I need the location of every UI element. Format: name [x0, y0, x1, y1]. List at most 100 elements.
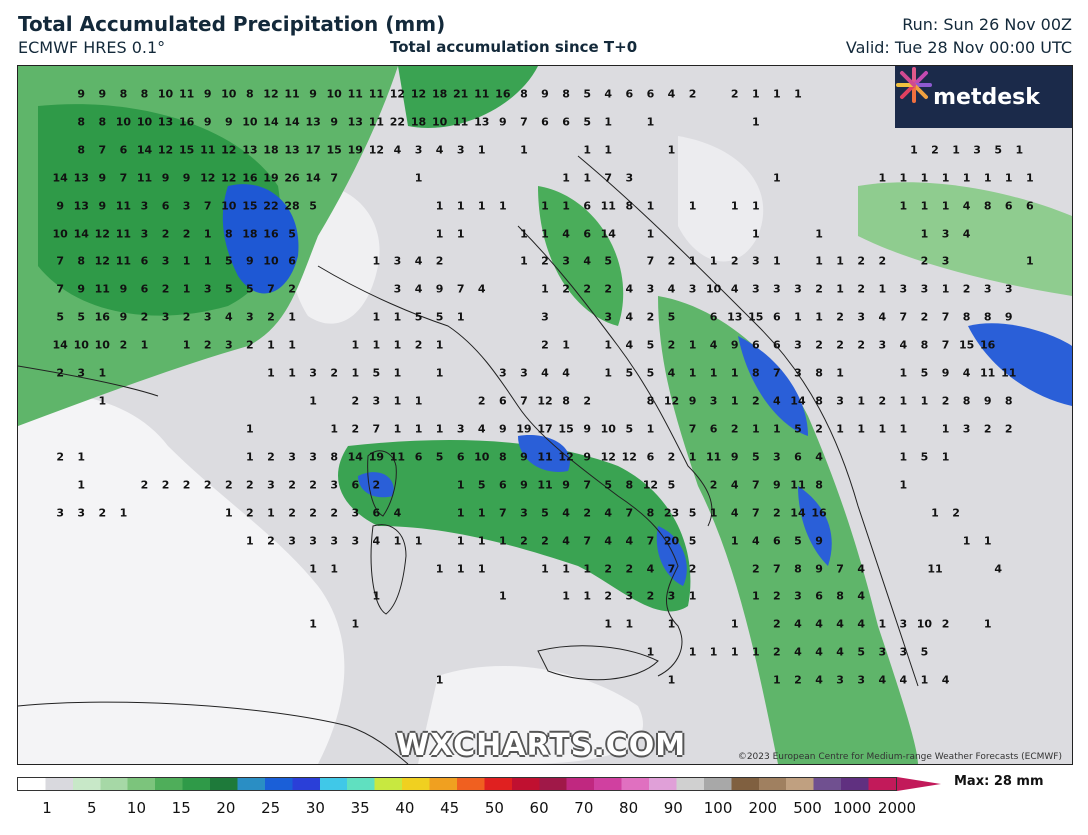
- precip-value: 4: [857, 562, 866, 576]
- precip-value: 11: [94, 282, 110, 296]
- precip-value: 9: [688, 394, 697, 408]
- precip-value: 10: [157, 87, 174, 101]
- precip-value: 2: [288, 506, 296, 520]
- precip-value: 3: [751, 254, 760, 268]
- precip-value: 12: [200, 171, 216, 185]
- precip-value: 2: [541, 254, 549, 268]
- precip-value: 1: [288, 366, 296, 380]
- precip-value: 1: [246, 422, 254, 436]
- precip-value: 1: [520, 143, 528, 157]
- precip-value: 1: [730, 366, 739, 380]
- precip-value: 1: [730, 534, 739, 548]
- precip-value: 1: [773, 254, 781, 268]
- precip-value: 2: [751, 394, 760, 408]
- precip-value: 1: [646, 422, 655, 436]
- precip-value: 1: [899, 478, 908, 492]
- precip-value: 1: [815, 254, 823, 268]
- precip-value: 16: [495, 87, 511, 101]
- precip-value: 1: [899, 366, 908, 380]
- precip-value: 2: [330, 366, 339, 380]
- precip-value: 12: [368, 143, 385, 157]
- precip-value: 2: [983, 422, 992, 436]
- precip-value: 5: [625, 422, 634, 436]
- precip-value: 1: [288, 338, 296, 352]
- rain-core-north-west: [38, 104, 281, 316]
- precip-value: 6: [119, 143, 128, 157]
- precip-value: 6: [583, 227, 591, 241]
- precip-value: 6: [562, 115, 570, 129]
- legend-tick-label: 30: [305, 799, 325, 817]
- precip-value: 6: [625, 87, 634, 101]
- precip-value: 2: [857, 282, 866, 296]
- precip-value: 3: [604, 310, 613, 324]
- precip-value: 12: [621, 450, 637, 464]
- precip-value: 2: [688, 87, 697, 101]
- precip-value: 1: [435, 338, 444, 352]
- precip-value: 6: [372, 506, 381, 520]
- precip-value: 9: [98, 199, 107, 213]
- precip-value: 21: [453, 87, 469, 101]
- precip-value: 1: [625, 617, 634, 631]
- precip-value: 8: [836, 589, 844, 603]
- precip-value: 1: [456, 562, 465, 576]
- precip-value: 2: [878, 254, 887, 268]
- precip-value: 6: [773, 338, 781, 352]
- precip-value: 2: [646, 589, 655, 603]
- precip-value: 3: [920, 282, 929, 296]
- precip-value: 6: [646, 450, 655, 464]
- legend-tick-label: 5: [86, 799, 97, 817]
- precip-value: 7: [751, 478, 760, 492]
- precip-value: 7: [941, 310, 950, 324]
- precip-value: 5: [688, 506, 697, 520]
- precip-value: 15: [958, 338, 975, 352]
- precip-value: 1: [372, 254, 381, 268]
- precip-value: 1: [246, 534, 254, 548]
- precip-value: 7: [499, 506, 507, 520]
- precip-value: 7: [330, 171, 339, 185]
- precip-value: 9: [435, 282, 444, 296]
- precip-value: 5: [583, 87, 591, 101]
- precip-value: 7: [773, 366, 781, 380]
- precip-value: 2: [941, 394, 950, 408]
- precip-value: 1: [920, 394, 929, 408]
- precip-value: 9: [309, 87, 317, 101]
- precip-value: 5: [604, 478, 613, 492]
- precip-value: 13: [474, 115, 490, 129]
- precip-value: 1: [878, 171, 887, 185]
- precip-value: 2: [246, 506, 254, 520]
- legend-tick-label: 2000: [877, 799, 917, 817]
- precip-value: 1: [709, 506, 718, 520]
- precip-value: 16: [94, 310, 110, 324]
- precip-value: 3: [309, 534, 317, 548]
- precip-value: 17: [305, 143, 321, 157]
- precip-value: 11: [389, 450, 406, 464]
- precip-value: 5: [477, 478, 486, 492]
- precip-value: 7: [941, 338, 950, 352]
- precip-value: 2: [952, 506, 960, 520]
- precip-value: 6: [288, 254, 296, 268]
- precip-value: 23: [663, 506, 680, 520]
- legend-tick-label: 25: [261, 799, 281, 817]
- precip-value: 3: [751, 282, 760, 296]
- precip-value: 10: [263, 254, 279, 268]
- precip-value: 1: [941, 422, 950, 436]
- precip-value: 8: [646, 506, 655, 520]
- precip-value: 14: [136, 143, 153, 157]
- precip-value: 2: [857, 338, 866, 352]
- precip-value: 1: [77, 478, 86, 492]
- precip-value: 3: [878, 338, 887, 352]
- precip-value: 12: [642, 478, 659, 492]
- precip-value: 13: [305, 115, 321, 129]
- precip-value: 7: [98, 143, 107, 157]
- precip-value: 9: [119, 310, 128, 324]
- precip-value: 3: [646, 282, 655, 296]
- precip-value: 1: [899, 422, 908, 436]
- precip-value: 15: [748, 310, 764, 324]
- precip-value: 2: [773, 645, 781, 659]
- precip-value: 3: [330, 478, 339, 492]
- precip-value: 3: [203, 282, 212, 296]
- precip-value: 3: [794, 282, 802, 296]
- precip-value: 1: [477, 143, 486, 157]
- precip-value: 8: [920, 338, 929, 352]
- precip-value: 1: [309, 394, 317, 408]
